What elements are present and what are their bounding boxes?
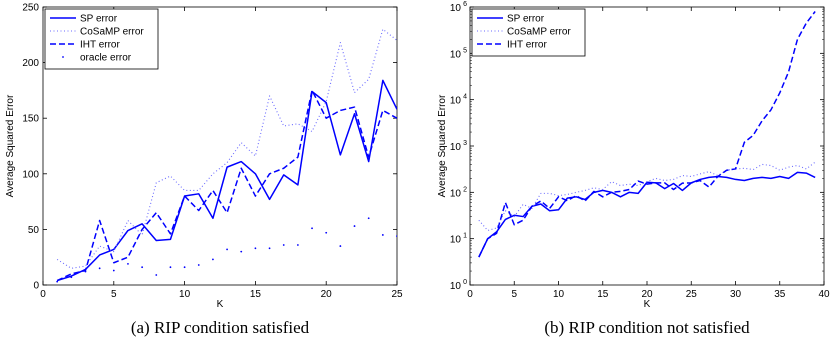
series-line-iht-error [478,11,816,258]
legend-label-cosamp-error: CoSaMP error [507,27,571,38]
x-axis-label: K [644,299,651,310]
point-oracle-error [56,280,59,283]
x-tick-label: 15 [250,289,262,300]
point-oracle-error [141,266,144,269]
x-tick-label: 20 [641,289,653,300]
y-tick-label: 150 [22,114,39,125]
y-tick-label-exponent: 4 [463,94,467,101]
point-oracle-error [325,231,328,234]
y-axis-label: Average Squared Error [5,94,16,197]
y-tick-label: 10 [450,96,462,107]
legend-label-cosamp-error: CoSaMP error [80,27,144,38]
legend-label-iht-error: IHT error [507,40,547,51]
series-line-sp-error [56,79,397,282]
point-oracle-error [127,262,129,265]
series-line-iht-error [56,89,397,282]
y-tick-label: 10 [450,281,462,292]
y-tick-label: 10 [450,235,462,246]
legend-box [44,8,159,70]
y-tick-label: 250 [22,3,39,14]
legend: SP error CoSaMP error IHT error oracle erro… [44,8,159,70]
point-oracle-error [339,245,342,247]
legend-marker-oracle-error [62,56,64,58]
legend: SP error CoSaMP error IHT error [471,8,586,57]
panel-caption: (a) RIP condition satisfied [131,318,310,337]
series-layer [56,28,397,283]
x-tick-label: 10 [179,289,191,300]
legend-label-iht-error: IHT error [80,40,120,51]
series-line-sp-error [478,171,816,258]
y-tick-label: 10 [450,142,462,153]
series-line-cosamp-error [56,28,397,269]
x-tick-label: 10 [553,289,565,300]
y-tick-label-exponent: 3 [463,140,467,147]
x-tick-label: 0 [40,289,46,300]
x-tick-label: 25 [686,289,698,300]
point-oracle-error [367,217,370,220]
legend-box [471,8,586,57]
y-tick-label: 100 [22,169,39,180]
point-oracle-error [183,266,186,269]
legend-label-sp-error: SP error [80,14,118,25]
point-oracle-error [240,250,243,253]
series-layer [478,11,816,258]
point-oracle-error [169,266,172,269]
point-oracle-error [268,247,271,250]
x-tick-label: 15 [597,289,609,300]
point-oracle-error [311,227,313,230]
y-axis-label: Average Squared Error [437,94,448,197]
point-oracle-error [197,264,200,266]
x-tick-label: 5 [511,289,517,300]
y-tick-label-exponent: 5 [463,47,467,54]
y-tick-label-exponent: 6 [463,1,467,8]
y-tick-label: 0 [33,281,39,292]
x-tick-label: 5 [111,289,117,300]
y-tick-label: 200 [22,58,39,69]
point-oracle-error [155,274,158,276]
y-tick-label: 10 [450,188,462,199]
point-oracle-error [254,247,257,250]
x-tick-label: 30 [730,289,742,300]
x-tick-label: 0 [467,289,473,300]
point-oracle-error [396,235,397,237]
point-oracle-error [70,276,73,279]
point-oracle-error [212,258,214,261]
x-axis-label: K [217,299,224,310]
point-oracle-error [226,248,228,251]
x-tick-label: 35 [774,289,786,300]
point-oracle-error [353,225,356,227]
x-tick-label: 25 [391,289,403,300]
point-oracle-error [112,269,115,272]
y-tick-label-exponent: 2 [463,186,467,193]
x-tick-label: 40 [818,289,830,300]
legend-label-sp-error: SP error [507,14,545,25]
point-oracle-error [98,267,101,270]
point-oracle-error [296,244,299,246]
x-tick-label: 20 [321,289,333,300]
y-tick-label-exponent: 1 [463,233,467,240]
y-tick-label: 10 [450,49,462,60]
y-tick-label: 10 [450,3,462,14]
y-tick-label: 50 [28,225,40,236]
y-tick-label-exponent: 0 [463,279,467,286]
point-oracle-error [84,270,87,273]
legend-label-oracle-error: oracle error [80,53,132,64]
point-oracle-error [282,244,285,246]
point-oracle-error [381,234,384,236]
panel-caption: (b) RIP condition not satisfied [544,318,750,337]
plot-frame [42,6,398,286]
series-line-cosamp-error [478,161,816,232]
